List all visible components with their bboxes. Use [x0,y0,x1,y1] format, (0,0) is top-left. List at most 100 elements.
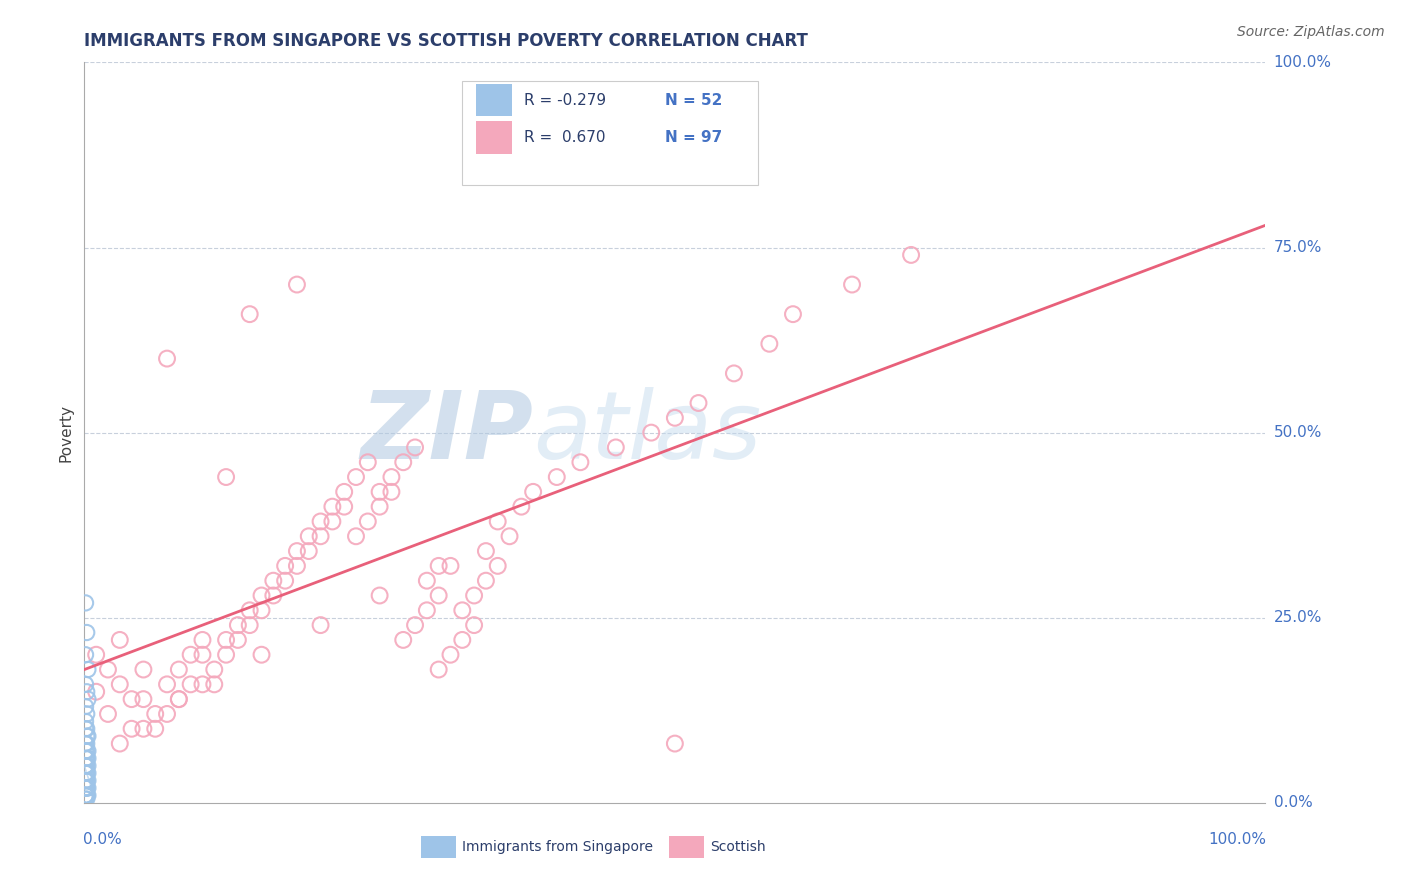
Point [285,544,308,558]
Point [75,737,97,751]
Text: atlas: atlas [533,387,762,478]
Point [76,792,98,806]
Point [344,470,367,484]
Point [75,677,97,691]
FancyBboxPatch shape [477,121,512,153]
Point [427,558,450,573]
Point [75,758,97,772]
Point [416,574,439,588]
Text: 100.0%: 100.0% [1209,832,1267,847]
Point [75,789,97,803]
Point [108,632,131,647]
Point [77,663,100,677]
Text: 0.0%: 0.0% [83,832,122,847]
Point [76,706,98,721]
Point [76,773,98,788]
Point [167,692,190,706]
Text: 0.0%: 0.0% [1274,796,1312,810]
Point [76,751,98,765]
Point [498,529,520,543]
Point [239,603,262,617]
Point [439,558,461,573]
Point [76,729,98,743]
Point [132,722,155,736]
Point [404,441,426,455]
Point [758,336,780,351]
Point [333,484,356,499]
Point [75,789,97,803]
Point [75,648,97,662]
Point [239,618,262,632]
Point [76,744,98,758]
Point [202,663,225,677]
Point [191,677,214,691]
Point [156,351,179,366]
Point [77,729,100,743]
Point [76,722,98,736]
Point [380,484,402,499]
Point [76,773,98,788]
Point [321,515,343,529]
Point [77,758,100,772]
Point [76,789,98,803]
Point [75,780,97,795]
Point [640,425,662,440]
Text: 75.0%: 75.0% [1274,240,1322,255]
Point [321,500,343,514]
FancyBboxPatch shape [669,836,704,858]
Point [75,714,97,729]
Text: IMMIGRANTS FROM SINGAPORE VS SCOTTISH POVERTY CORRELATION CHART: IMMIGRANTS FROM SINGAPORE VS SCOTTISH PO… [84,32,808,50]
Point [76,780,98,795]
Point [900,248,922,262]
FancyBboxPatch shape [463,81,758,185]
Point [439,648,461,662]
Point [215,632,238,647]
Point [77,692,100,706]
Point [180,648,202,662]
Point [522,484,544,499]
Point [380,470,402,484]
Point [77,744,100,758]
Point [97,706,120,721]
FancyBboxPatch shape [477,84,512,117]
Point [723,367,745,381]
Point [546,470,568,484]
Point [180,677,202,691]
Point [75,737,97,751]
Point [486,515,509,529]
Point [250,589,273,603]
Point [156,677,179,691]
Point [285,277,308,292]
Point [75,773,97,788]
Point [108,677,131,691]
Point [75,751,97,765]
Point [309,515,332,529]
Point [226,618,249,632]
Point [167,692,190,706]
Point [274,558,297,573]
Point [76,780,98,795]
Point [404,618,426,632]
Point [75,744,97,758]
Point [309,618,332,632]
Text: Scottish: Scottish [710,840,766,855]
Point [782,307,804,321]
Point [75,766,97,780]
Point [76,789,98,803]
Y-axis label: Poverty: Poverty [58,403,73,462]
Point [75,699,97,714]
Point [427,663,450,677]
Point [463,589,485,603]
Point [298,544,321,558]
Text: 25.0%: 25.0% [1274,610,1322,625]
Point [239,307,262,321]
Point [664,737,686,751]
Text: R = -0.279: R = -0.279 [523,93,606,108]
Point [274,574,297,588]
Point [75,722,97,736]
Point [486,558,509,573]
Point [77,789,100,803]
Point [475,544,498,558]
Point [688,396,710,410]
Point [75,780,97,795]
